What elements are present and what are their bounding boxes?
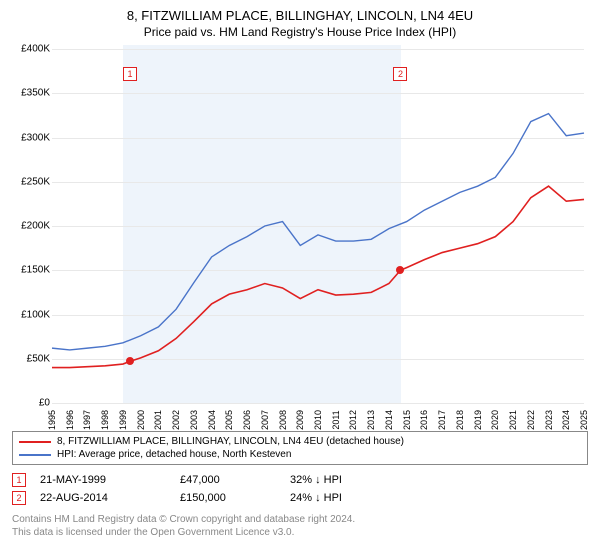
transaction-date: 22-AUG-2014 — [40, 492, 180, 504]
sale-point — [126, 357, 134, 365]
sale-marker: 2 — [393, 67, 407, 81]
legend-row: HPI: Average price, detached house, Nort… — [19, 448, 581, 461]
transaction-date: 21-MAY-1999 — [40, 474, 180, 486]
footer-attribution: Contains HM Land Registry data © Crown c… — [12, 513, 588, 539]
legend-swatch — [19, 454, 51, 456]
footer-line-2: This data is licensed under the Open Gov… — [12, 526, 588, 539]
legend-row: 8, FITZWILLIAM PLACE, BILLINGHAY, LINCOL… — [19, 435, 581, 448]
transaction-marker: 1 — [12, 473, 26, 487]
chart-svg — [10, 45, 590, 425]
series-price_paid — [52, 186, 584, 367]
transaction-row: 2 22-AUG-2014£150,00024% ↓ HPI — [12, 489, 588, 507]
transaction-marker: 2 — [12, 491, 26, 505]
series-hpi — [52, 114, 584, 350]
transaction-row: 1 21-MAY-1999£47,00032% ↓ HPI — [12, 471, 588, 489]
transaction-price: £47,000 — [180, 474, 290, 486]
chart-legend: 8, FITZWILLIAM PLACE, BILLINGHAY, LINCOL… — [12, 431, 588, 465]
legend-swatch — [19, 441, 51, 443]
footer-line-1: Contains HM Land Registry data © Crown c… — [12, 513, 588, 526]
legend-label: 8, FITZWILLIAM PLACE, BILLINGHAY, LINCOL… — [57, 436, 404, 447]
chart-subtitle: Price paid vs. HM Land Registry's House … — [10, 25, 590, 39]
transaction-hpi-delta: 24% ↓ HPI — [290, 492, 400, 504]
sale-marker: 1 — [123, 67, 137, 81]
legend-label: HPI: Average price, detached house, Nort… — [57, 449, 291, 460]
transaction-table: 1 21-MAY-1999£47,00032% ↓ HPI 2 22-AUG-2014… — [12, 471, 588, 507]
transaction-hpi-delta: 32% ↓ HPI — [290, 474, 400, 486]
chart-title: 8, FITZWILLIAM PLACE, BILLINGHAY, LINCOL… — [10, 8, 590, 23]
price-chart: £0£50K£100K£150K£200K£250K£300K£350K£400… — [10, 45, 590, 425]
sale-point — [396, 266, 404, 274]
transaction-price: £150,000 — [180, 492, 290, 504]
